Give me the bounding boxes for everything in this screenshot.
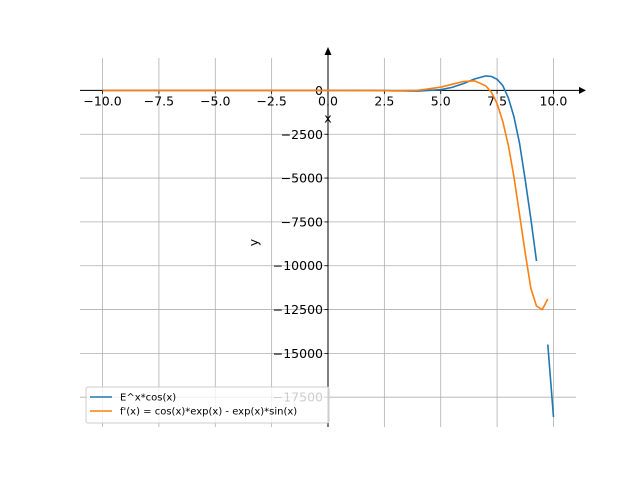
legend-label-series-1: f'(x) = cos(x)*exp(x) - exp(x)*sin(x) [120, 407, 297, 418]
y-tick-label: −7500 [281, 214, 323, 229]
x-tick-label: −10.0 [83, 93, 121, 108]
tick-labels: −10.0 −7.5 −5.0 −2.5 0.0 2.5 5.0 7.5 10.00−2500−… [83, 83, 567, 405]
y-tick-label: −2500 [281, 127, 323, 142]
x-tick-label: −2.5 [256, 93, 286, 108]
y-axis-label: y [246, 238, 261, 246]
x-axis-label: x [324, 110, 331, 125]
y-axis-arrow [324, 47, 332, 55]
x-tick-label: 5.0 [431, 93, 451, 108]
x-axis-arrow [579, 86, 586, 94]
legend-box [85, 386, 330, 424]
x-tick-label: 0.0 [318, 93, 338, 108]
series-lines [102, 75, 555, 418]
y-tick-label: −10000 [273, 258, 323, 273]
x-tick-label: −7.5 [144, 93, 174, 108]
x-tick-label: 7.5 [487, 93, 507, 108]
x-tick-label: 2.5 [374, 93, 394, 108]
y-tick-label: −12500 [273, 302, 323, 317]
y-tick-label: −15000 [273, 346, 323, 361]
series-line-1 [102, 80, 549, 311]
x-tick-label: 10.0 [540, 93, 568, 108]
legend-label-series-0: E^x*cos(x) [120, 393, 176, 404]
legend: E^x*cos(x) f'(x) = cos(x)*exp(x) - exp(x… [85, 386, 330, 424]
x-tick-label: −5.0 [200, 93, 230, 108]
series-line-0 [547, 344, 555, 418]
y-tick-label: −5000 [281, 171, 323, 186]
